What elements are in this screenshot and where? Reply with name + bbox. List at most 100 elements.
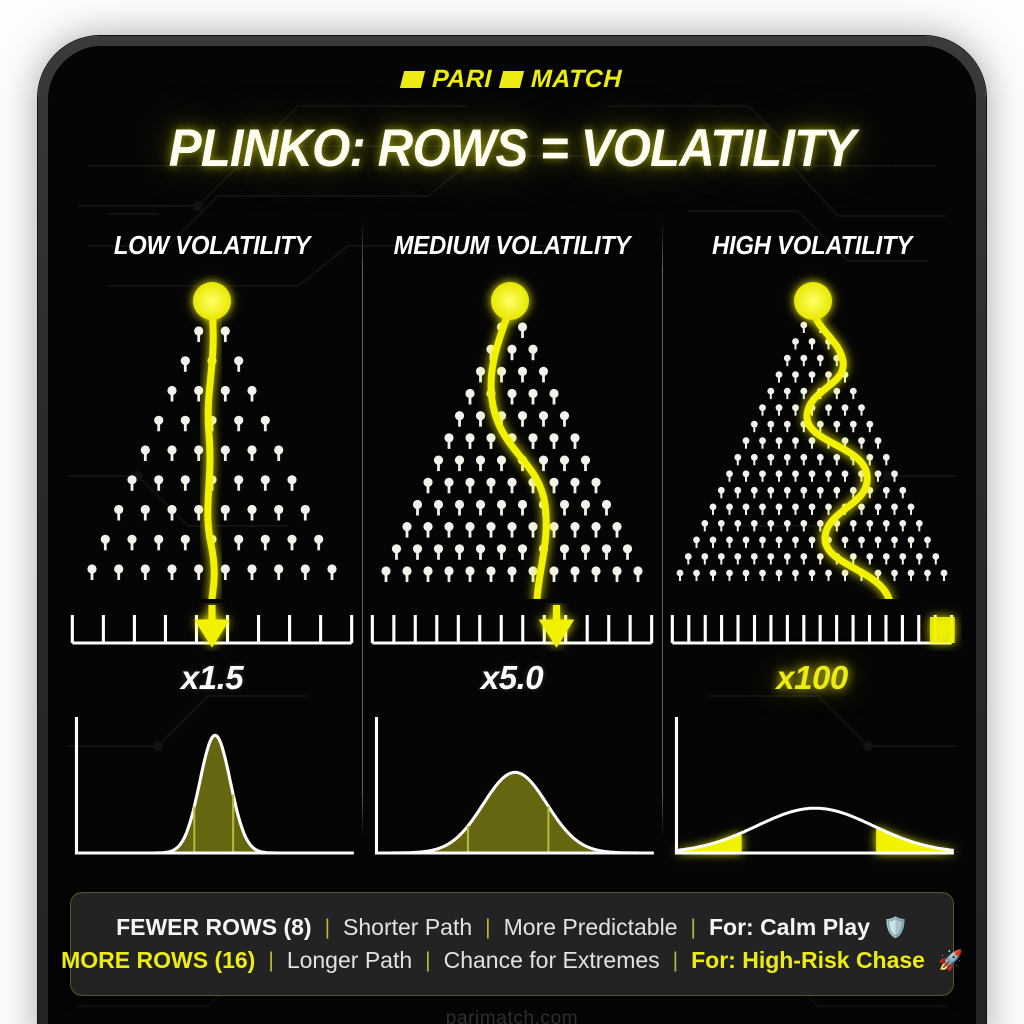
peg-stem [563, 418, 566, 427]
peg-stem [330, 572, 334, 580]
column-high-volatility: HIGH VOLATILITY [662, 206, 962, 856]
peg-stem [263, 423, 267, 432]
peg-stem [584, 507, 587, 516]
peg-stem [877, 442, 879, 449]
peg-stem [117, 512, 121, 521]
brand-chip-right [498, 70, 525, 88]
peg [849, 387, 857, 395]
peg [549, 477, 559, 487]
peg [825, 404, 832, 412]
peg [726, 569, 733, 577]
peg [465, 522, 475, 532]
peg [833, 453, 841, 461]
peg-stem [277, 572, 281, 580]
peg [475, 544, 486, 554]
peg [538, 411, 549, 421]
peg [570, 433, 580, 443]
peg-stem [811, 475, 813, 482]
peg [100, 534, 110, 544]
peg-stem [769, 393, 772, 400]
peg [874, 437, 882, 445]
peg-stem [802, 525, 805, 532]
peg [783, 553, 791, 560]
peg [114, 564, 124, 574]
peg-stem [745, 475, 747, 482]
peg [220, 385, 230, 396]
peg-stem [584, 551, 587, 560]
peg [808, 569, 816, 577]
peg [180, 356, 190, 366]
peg [496, 499, 507, 510]
peg-stem [901, 558, 904, 565]
peg [580, 544, 591, 554]
peg-stem [794, 409, 797, 416]
peg-stem [844, 541, 846, 548]
peg-stem [521, 330, 524, 338]
peg [633, 566, 643, 576]
peg-stem [778, 508, 780, 515]
peg-stem [778, 475, 780, 482]
peg-stem [531, 485, 535, 494]
peg [465, 477, 475, 487]
peg [684, 553, 692, 560]
peg-stem [819, 492, 822, 499]
more-rows-audience: For: High-Risk Chase [691, 947, 925, 973]
peg-stem [405, 529, 409, 538]
peg-stem [769, 525, 772, 532]
peg [507, 388, 517, 399]
peg-stem [157, 423, 161, 432]
peg-stem [877, 475, 879, 482]
peg-stem [426, 574, 430, 582]
column-heading-medium: MEDIUM VOLATILITY [393, 230, 631, 260]
column-heading-low: LOW VOLATILITY [113, 230, 311, 260]
peg [167, 385, 177, 396]
fewer-rows-audience: For: Calm Play [708, 914, 871, 940]
slot-bar-medium [362, 603, 662, 651]
plinko-ball-high [794, 282, 832, 320]
peg [882, 453, 890, 461]
peg [167, 564, 177, 574]
peg [800, 321, 808, 329]
peg [816, 453, 824, 461]
peg-stem [510, 396, 514, 405]
peg-stem [819, 360, 822, 367]
peg [841, 569, 849, 577]
peg-stem [237, 482, 241, 491]
peg [234, 415, 244, 425]
peg-stem [893, 541, 896, 548]
peg-stem [844, 442, 846, 449]
peg [849, 553, 857, 560]
peg-stem [223, 512, 227, 521]
peg-stem [769, 426, 772, 433]
separator-icon: | [268, 948, 274, 972]
distribution-chart-high [662, 711, 962, 871]
peg-stem [552, 440, 556, 449]
peg-stem [778, 575, 780, 581]
peg [180, 534, 190, 544]
peg-stem [447, 440, 451, 449]
peg-stem [143, 512, 147, 521]
peg [792, 437, 799, 445]
peg-stem [852, 426, 855, 433]
peg [825, 569, 832, 577]
peg-stem [819, 459, 822, 466]
peg-stem [563, 463, 566, 472]
peg-stem [901, 525, 904, 532]
peg-stem [183, 423, 187, 432]
peg-stem [290, 482, 294, 491]
peg [750, 420, 758, 428]
summary-row-fewer-rows: FEWER ROWS (8) | Shorter Path | More Pre… [87, 914, 937, 941]
peg [750, 453, 758, 461]
peg [622, 544, 633, 554]
plinko-board-high [662, 269, 962, 599]
peg-stem [943, 575, 945, 581]
peg-stem [500, 551, 503, 560]
peg-stem [736, 492, 739, 499]
peg [767, 387, 775, 395]
peg-stem [753, 492, 756, 499]
peg-stem [918, 558, 921, 565]
peg-stem [447, 529, 451, 538]
peg [612, 522, 622, 532]
peg [180, 415, 190, 425]
